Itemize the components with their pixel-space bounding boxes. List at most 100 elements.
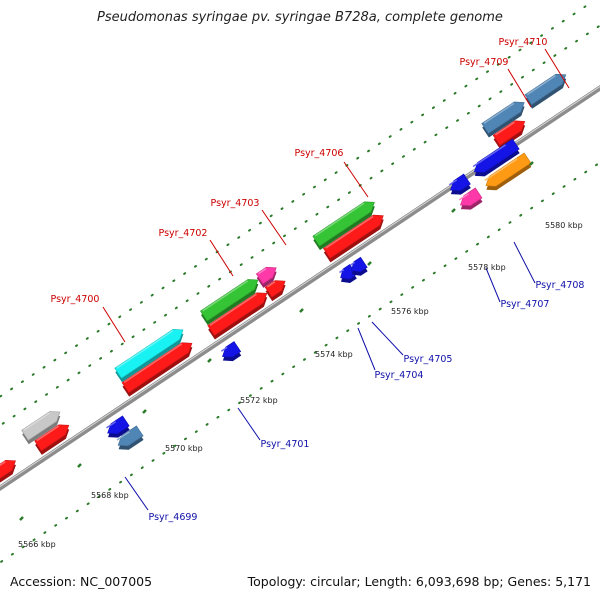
guide-dot	[281, 372, 285, 376]
guide-dot	[391, 162, 395, 166]
guide-dot	[434, 133, 438, 137]
guide-dot	[261, 248, 265, 252]
guide-dot	[65, 516, 69, 520]
guide-dot	[172, 279, 176, 283]
guide-dot	[585, 32, 589, 36]
guide-dot	[237, 236, 241, 239]
guide-dot	[193, 265, 197, 268]
guide-dot	[118, 315, 122, 319]
guide-dot	[497, 228, 501, 232]
guide-dot	[302, 192, 306, 196]
guide-dot	[453, 91, 457, 95]
guide-dot	[553, 54, 557, 57]
guide-dot	[466, 111, 470, 115]
guide-dot	[531, 68, 535, 72]
guide-dot	[259, 387, 263, 390]
label-leader-line	[544, 48, 570, 89]
guide-dot	[475, 77, 479, 81]
label-Psyr_4708: Psyr_4708	[513, 241, 584, 291]
guide-dot	[388, 135, 392, 138]
gene-label-text: Psyr_4709	[460, 57, 509, 68]
guide-dot	[486, 70, 490, 73]
label-leader-line	[371, 321, 404, 356]
gene-Psyr_4704	[339, 264, 357, 284]
scale-tick-label: 5568 kbp	[91, 491, 129, 500]
guide-dot	[226, 243, 230, 247]
guide-dot	[389, 300, 393, 304]
guide-dot	[161, 286, 165, 290]
guide-dot	[326, 205, 330, 209]
label-leader-line	[507, 68, 532, 108]
guide-dot	[335, 336, 339, 340]
guide-dot	[99, 357, 103, 360]
label-leader-line	[237, 407, 261, 441]
guide-dot	[550, 27, 554, 30]
guide-dot	[367, 149, 371, 153]
guide-dot	[164, 313, 168, 317]
guide-dot	[443, 264, 447, 268]
guide-dot	[304, 220, 308, 223]
guide-dot	[431, 106, 435, 110]
scale-tick-label: 5574 kbp	[315, 350, 353, 359]
guide-dot	[269, 214, 273, 218]
label-Psyr_4701: Psyr_4701	[237, 407, 309, 450]
gene-label-text: Psyr_4704	[375, 370, 424, 381]
guide-dot	[66, 378, 70, 382]
guide-dot	[31, 373, 35, 376]
scale-tick-label: 5580 kbp	[545, 221, 583, 230]
guide-dot	[561, 19, 565, 23]
gene-label-text: Psyr_4707	[501, 299, 550, 310]
blue-gene-arrow	[448, 173, 471, 195]
label-leader-line	[102, 306, 126, 343]
guide-dot	[293, 227, 297, 230]
gene-Psyr_4701	[220, 341, 242, 362]
guide-dot	[194, 430, 198, 433]
label-Psyr_4707: Psyr_4707	[485, 267, 550, 310]
guide-dot	[20, 380, 24, 384]
guide-dot	[238, 401, 242, 405]
guide-dot	[129, 308, 133, 311]
gene-label-text: Psyr_4700	[51, 294, 100, 305]
guide-dot	[108, 487, 112, 491]
guide-dot	[291, 200, 295, 203]
guide-dot	[465, 250, 469, 253]
scale-tick-label: 5578 kbp	[468, 263, 506, 272]
scale-tick: 5578 kbp	[451, 208, 506, 272]
label-Psyr_4706: Psyr_4706	[295, 148, 369, 198]
gene-label-text: Psyr_4699	[149, 512, 198, 523]
guide-dot	[204, 257, 208, 261]
gene-Psyr_4710	[524, 73, 567, 109]
scale-tick-mark	[299, 308, 304, 313]
guide-dot	[347, 191, 351, 194]
gene-Psyr_4708	[484, 152, 532, 191]
guide-dot	[595, 163, 599, 167]
blue-gene-arrow	[106, 415, 130, 438]
guide-dot	[334, 171, 338, 174]
guide-dot	[476, 242, 480, 246]
label-leader-line	[357, 327, 376, 371]
guide-dot	[131, 335, 135, 339]
reverse-guide-dots	[0, 163, 599, 563]
gene-Psyr_4706	[312, 201, 375, 251]
guide-dot	[173, 444, 177, 448]
guide-dot	[283, 234, 287, 238]
guide-dot	[129, 473, 133, 477]
guide-dot	[43, 531, 47, 534]
guide-dot	[421, 113, 425, 117]
red-gene-arrow	[322, 214, 384, 263]
guide-dot	[507, 55, 511, 59]
guide-dot	[183, 272, 187, 275]
guide-dot	[248, 228, 252, 232]
label-leader-line	[261, 209, 287, 246]
guide-dot	[0, 560, 4, 563]
guide-dot	[32, 538, 36, 542]
red-gene-arrow	[264, 280, 286, 302]
guide-dot	[23, 407, 27, 411]
label-Psyr_4704: Psyr_4704	[357, 327, 424, 381]
guide-dot	[88, 364, 92, 367]
guide-dot	[239, 263, 243, 267]
guide-dot	[324, 343, 328, 347]
red-gene-arrow	[492, 120, 526, 150]
